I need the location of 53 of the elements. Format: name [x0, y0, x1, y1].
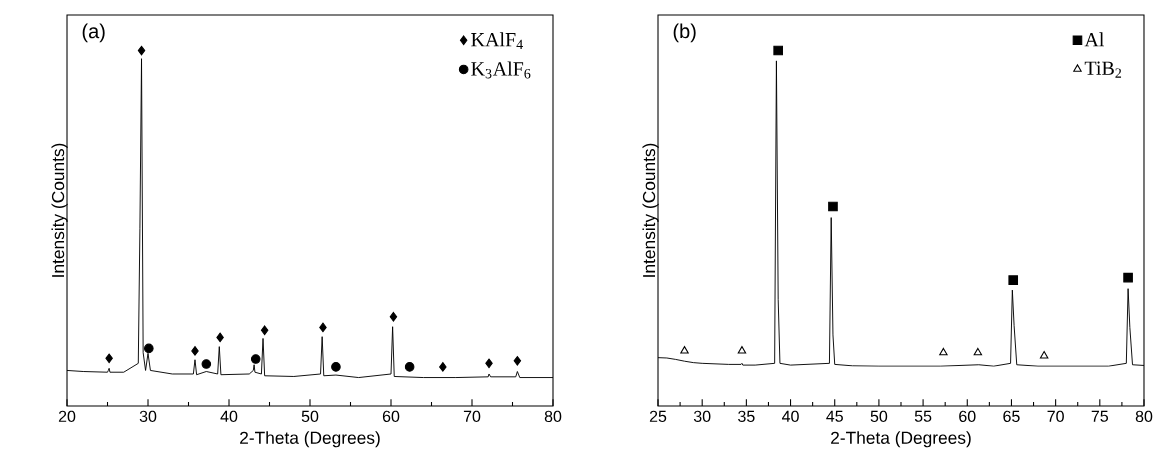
point: [250, 354, 261, 364]
legend-label: TiB$_{2}$: [1084, 61, 1122, 78]
point: [973, 347, 983, 356]
legend-label: KAlF$_{4}$: [471, 32, 523, 50]
point: [144, 343, 154, 354]
x-tick-label: 35: [738, 410, 755, 423]
legend-label: K$_{3}$AlF$_{6}$: [471, 61, 531, 79]
x-tick-label: 40: [782, 410, 799, 423]
x-tick-label: 50: [870, 410, 888, 423]
point: [680, 346, 689, 354]
x-tick-label: 65: [1003, 410, 1020, 423]
y-axis-title: Intensity (Counts): [642, 143, 659, 277]
point: [939, 347, 948, 356]
point: [485, 358, 493, 369]
point: [439, 362, 447, 372]
x-tick-label: 30: [693, 410, 711, 423]
point: [191, 346, 199, 356]
point: [1123, 272, 1133, 283]
point: [828, 201, 838, 212]
point: [389, 311, 398, 322]
point: [201, 359, 212, 369]
point: [105, 353, 113, 364]
x-tick-label: 50: [301, 410, 319, 423]
x-tick-label: 40: [220, 410, 238, 423]
point: [137, 45, 146, 56]
point: [331, 362, 341, 372]
text: (a): [82, 23, 105, 43]
point: [319, 322, 327, 333]
x-tick-label: 70: [1047, 410, 1064, 423]
x-tick-label: 60: [382, 410, 400, 423]
point: [773, 45, 783, 56]
point: [1039, 351, 1049, 359]
point: [404, 362, 415, 372]
y-axis-title: Intensity (Counts): [51, 143, 68, 277]
x-tick-label: 80: [1135, 410, 1153, 423]
x-tick-label: 60: [959, 410, 976, 423]
point: [737, 346, 747, 354]
x-tick-label: 75: [1091, 410, 1109, 422]
text: (b): [673, 23, 696, 43]
x-tick-label: 30: [139, 410, 157, 423]
point: [216, 332, 224, 343]
x-axis-title: 2-Theta (Degrees): [240, 431, 380, 448]
x-axis-title: 2-Theta (Degrees): [831, 431, 971, 448]
x-tick-label: 80: [544, 410, 562, 423]
legend-label: Al: [1084, 32, 1104, 47]
x-tick-label: 20: [58, 410, 76, 423]
x-tick-label: 45: [826, 410, 843, 422]
x-tick-label: 55: [914, 410, 932, 422]
point: [513, 356, 522, 366]
point: [1008, 275, 1019, 285]
x-tick-label: 25: [649, 410, 667, 423]
x-tick-label: 70: [463, 410, 481, 423]
point: [260, 325, 269, 336]
